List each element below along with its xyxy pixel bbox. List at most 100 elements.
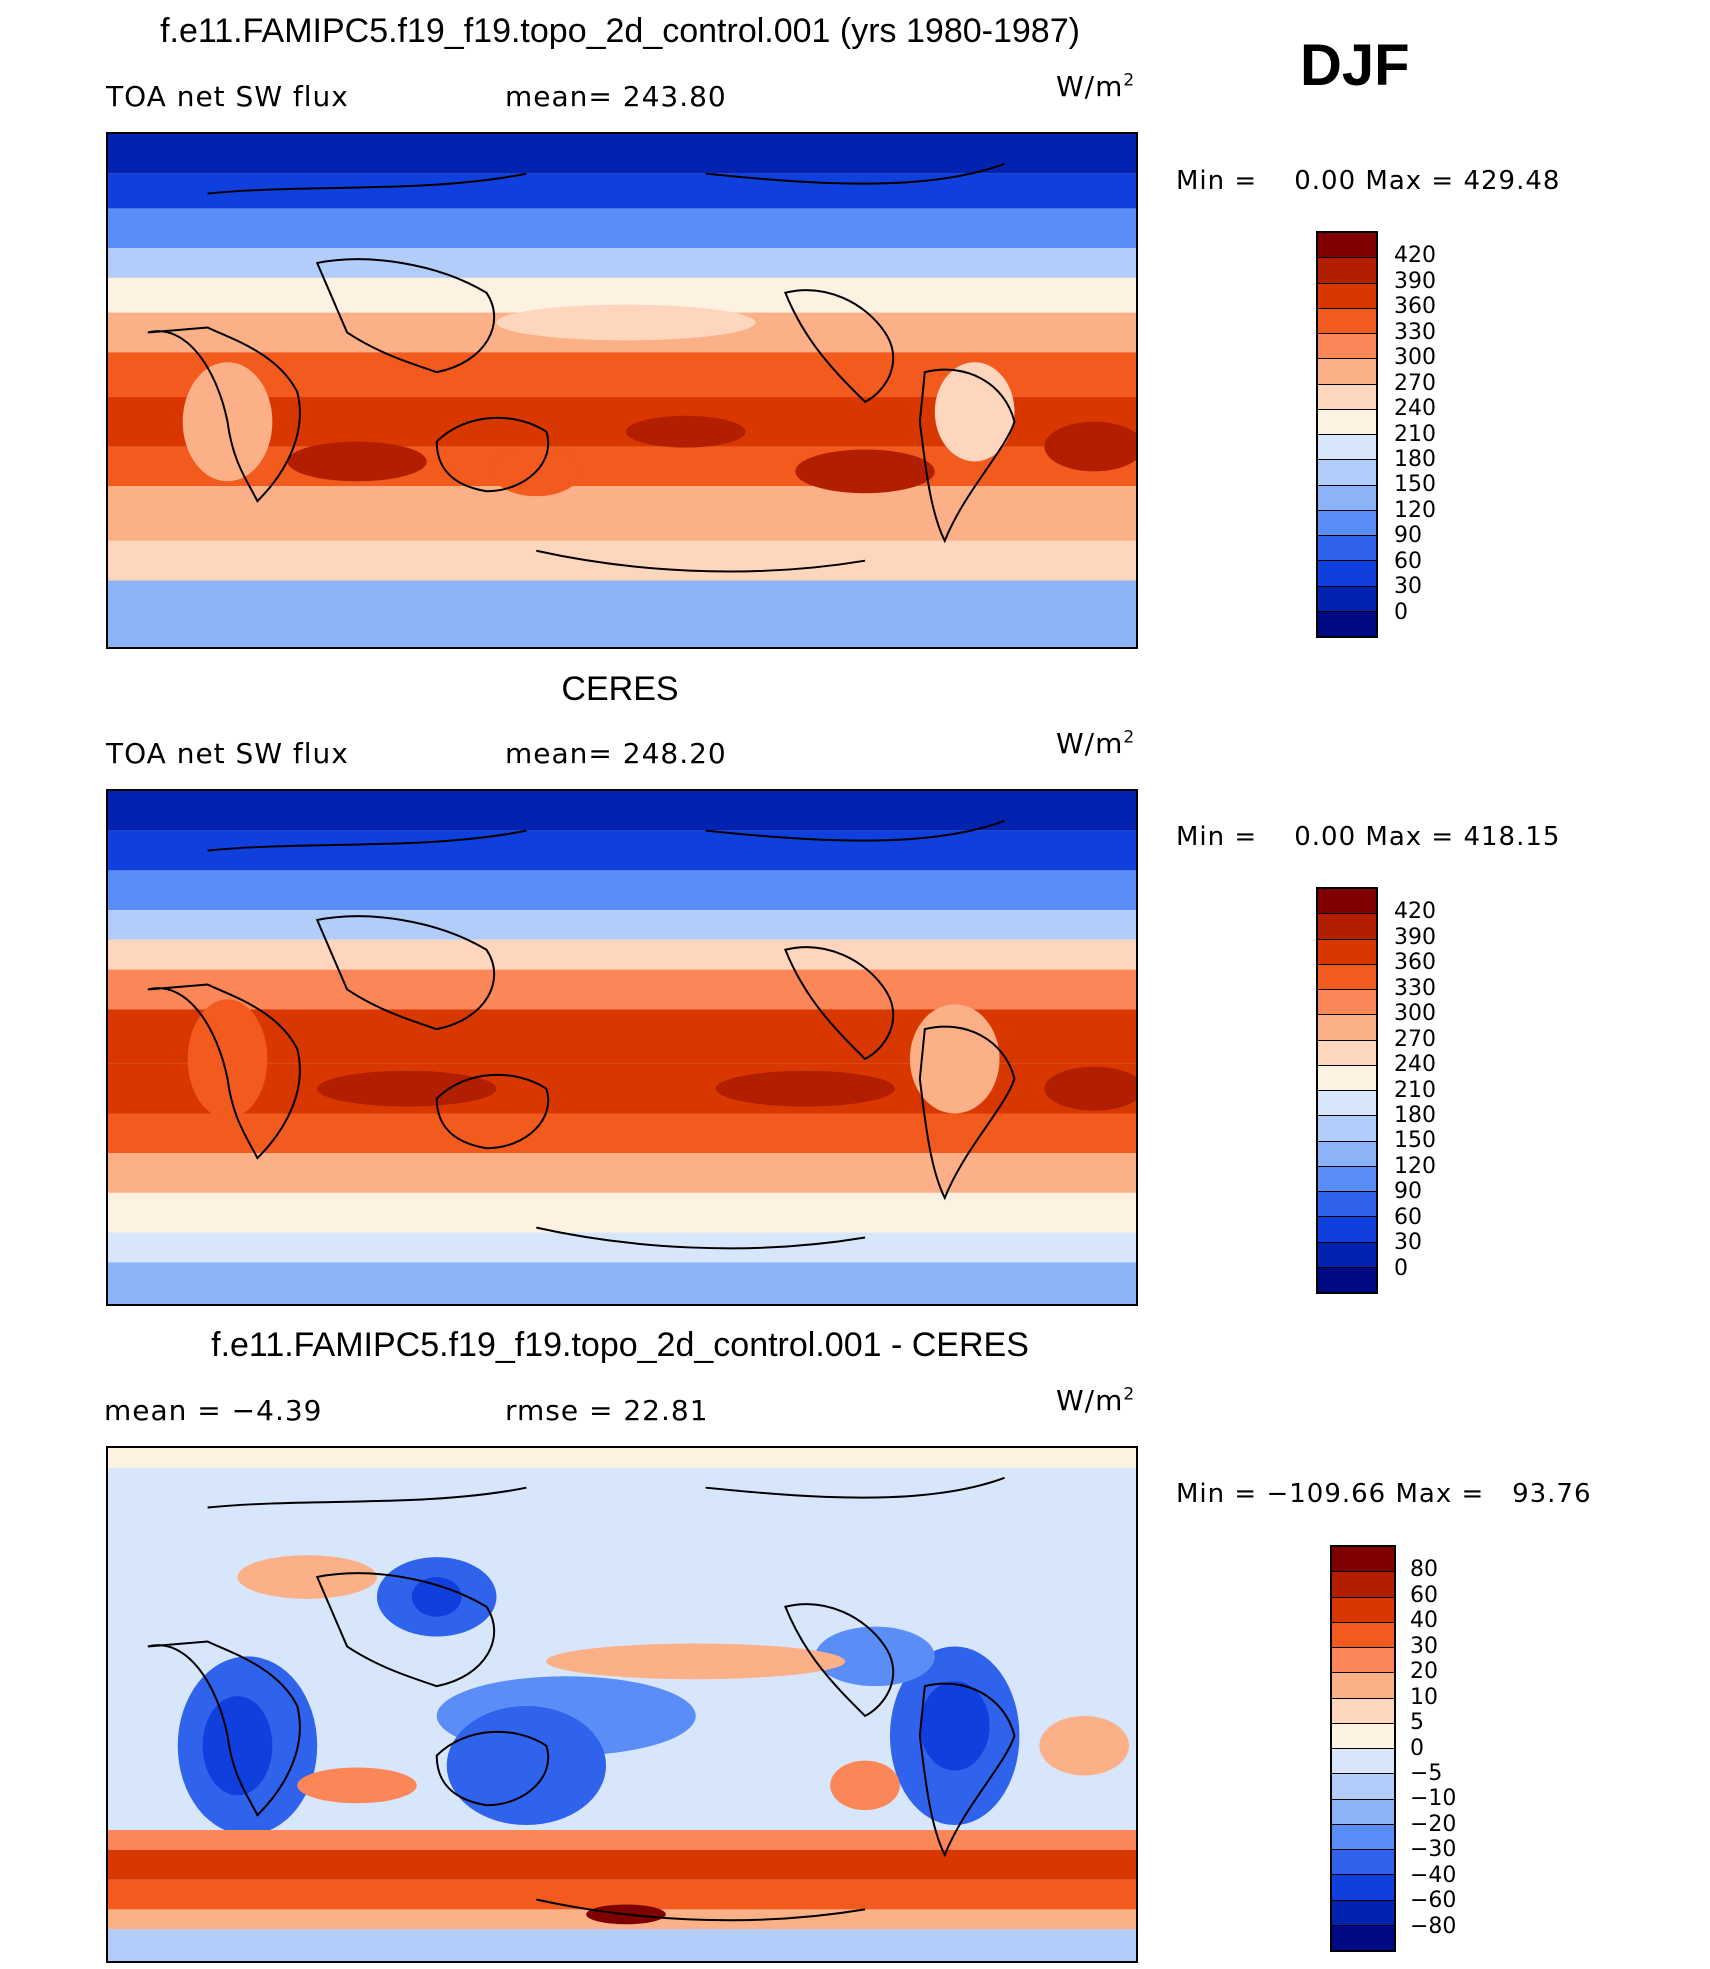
panel-mean-label: mean= 243.80 [505,80,727,113]
panel-minmax-label: Min = −109.66 Max = 93.76 [1176,1479,1592,1509]
colorbar-tick-label: 210 [1394,1077,1436,1103]
model-map-field [108,134,1136,647]
colorbar-tick-label: 180 [1394,1102,1436,1128]
colorbar-swatch [1332,1925,1394,1950]
colorbar-swatch [1318,1015,1376,1041]
panel-variable-label: TOA net SW flux [106,737,349,770]
panel-units-label: W/m2 [1056,727,1136,760]
colorbar-swatch [1318,1267,1376,1292]
colorbar-swatch [1318,1091,1376,1117]
colorbar-swatch [1332,1824,1394,1850]
colorbar-swatch [1332,1850,1394,1876]
colorbar-tick-label: 60 [1394,548,1422,574]
colorbar-swatch [1318,1141,1376,1167]
panel-units-label: W/m2 [1056,70,1136,103]
colorbar-swatch [1318,990,1376,1016]
colorbar-swatch [1318,384,1376,410]
colorbar-tick-label: 360 [1394,294,1436,320]
colorbar-tick-label: −30 [1410,1837,1457,1863]
colorbar-tick-label: 0 [1394,599,1408,625]
colorbar-tick-label: −10 [1410,1786,1457,1812]
colorbar-swatch [1318,611,1376,636]
colorbar-swatch [1332,1774,1394,1800]
colorbar-tick-label: 240 [1394,1052,1436,1078]
colorbar-tick-label: 300 [1394,1001,1436,1027]
colorbar-swatch [1318,510,1376,536]
season-label: DJF [1300,33,1410,98]
colorbar-swatch [1332,1547,1394,1573]
model-colorbar-labels: 420 390 360 330 300 270 240 210 180 150 120 90 60 30 0 [1394,231,1474,638]
colorbar-swatch [1318,1192,1376,1218]
model-colorbar [1316,231,1378,638]
colorbar-swatch [1332,1648,1394,1674]
colorbar-tick-label: 330 [1394,319,1436,345]
colorbar-swatch [1318,334,1376,360]
colorbar-swatch [1318,1040,1376,1066]
colorbar-swatch [1332,1597,1394,1623]
colorbar-tick-label: 360 [1394,950,1436,976]
colorbar-tick-label: 30 [1394,574,1422,600]
colorbar-tick-label: 90 [1394,523,1422,549]
colorbar-swatch [1318,586,1376,612]
colorbar-swatch [1318,460,1376,486]
colorbar-swatch [1318,233,1376,259]
panel-title: f.e11.FAMIPC5.f19_f19.topo_2d_control.00… [211,1326,1029,1364]
colorbar-tick-label: 150 [1394,472,1436,498]
ceres-colorbar [1316,887,1378,1294]
colorbar-swatch [1332,1622,1394,1648]
colorbar-swatch [1332,1900,1394,1926]
colorbar-swatch [1332,1749,1394,1775]
panel-title: f.e11.FAMIPC5.f19_f19.topo_2d_control.00… [160,12,1080,50]
colorbar-swatch [1332,1673,1394,1699]
colorbar-tick-label: 150 [1394,1128,1436,1154]
colorbar-tick-label: 0 [1394,1255,1408,1281]
colorbar-swatch [1318,1166,1376,1192]
colorbar-swatch [1318,283,1376,309]
colorbar-tick-label: 30 [1410,1633,1438,1659]
colorbar-swatch [1318,258,1376,284]
panel-minmax-label: Min = 0.00 Max = 429.48 [1176,166,1561,196]
colorbar-swatch [1318,1065,1376,1091]
colorbar-tick-label: 300 [1394,345,1436,371]
colorbar-swatch [1332,1698,1394,1724]
colorbar-swatch [1318,1242,1376,1268]
colorbar-swatch [1318,561,1376,587]
colorbar-swatch [1332,1723,1394,1749]
colorbar-swatch [1318,1217,1376,1243]
colorbar-tick-label: 390 [1394,268,1436,294]
colorbar-swatch [1318,939,1376,965]
colorbar-tick-label: 420 [1394,899,1436,925]
colorbar-tick-label: 40 [1410,1608,1438,1634]
difference-colorbar [1330,1545,1396,1952]
colorbar-tick-label: 180 [1394,446,1436,472]
colorbar-tick-label: 390 [1394,924,1436,950]
colorbar-swatch [1318,308,1376,334]
colorbar-swatch [1318,409,1376,435]
panel-mean-label: mean= 248.20 [505,737,727,770]
ceres-map-panel [106,789,1138,1306]
colorbar-tick-label: 120 [1394,497,1436,523]
difference-map-field [108,1448,1136,1961]
colorbar-swatch [1318,359,1376,385]
colorbar-swatch [1318,435,1376,461]
panel-units-label: W/m2 [1056,1384,1136,1417]
colorbar-swatch [1332,1799,1394,1825]
colorbar-tick-label: −80 [1410,1913,1457,1939]
colorbar-tick-label: 90 [1394,1179,1422,1205]
difference-colorbar-labels: 80 60 40 30 20 10 5 0 −5 −10 −20 −30 −40 −60 −80 [1410,1545,1500,1952]
panel-minmax-label: Min = 0.00 Max = 418.15 [1176,822,1561,852]
colorbar-tick-label: 60 [1410,1582,1438,1608]
colorbar-tick-label: 5 [1410,1710,1424,1736]
colorbar-tick-label: 60 [1394,1204,1422,1230]
colorbar-swatch [1332,1875,1394,1901]
panel-rmse-label: rmse = 22.81 [505,1394,709,1427]
colorbar-tick-label: 0 [1410,1735,1424,1761]
colorbar-tick-label: 270 [1394,370,1436,396]
panel-variable-label: TOA net SW flux [106,80,349,113]
colorbar-tick-label: −60 [1410,1888,1457,1914]
colorbar-swatch [1318,964,1376,990]
ceres-colorbar-labels: 420 390 360 330 300 270 240 210 180 150 120 90 60 30 0 [1394,887,1474,1294]
colorbar-swatch [1318,914,1376,940]
colorbar-tick-label: 420 [1394,243,1436,269]
colorbar-tick-label: −5 [1410,1760,1443,1786]
